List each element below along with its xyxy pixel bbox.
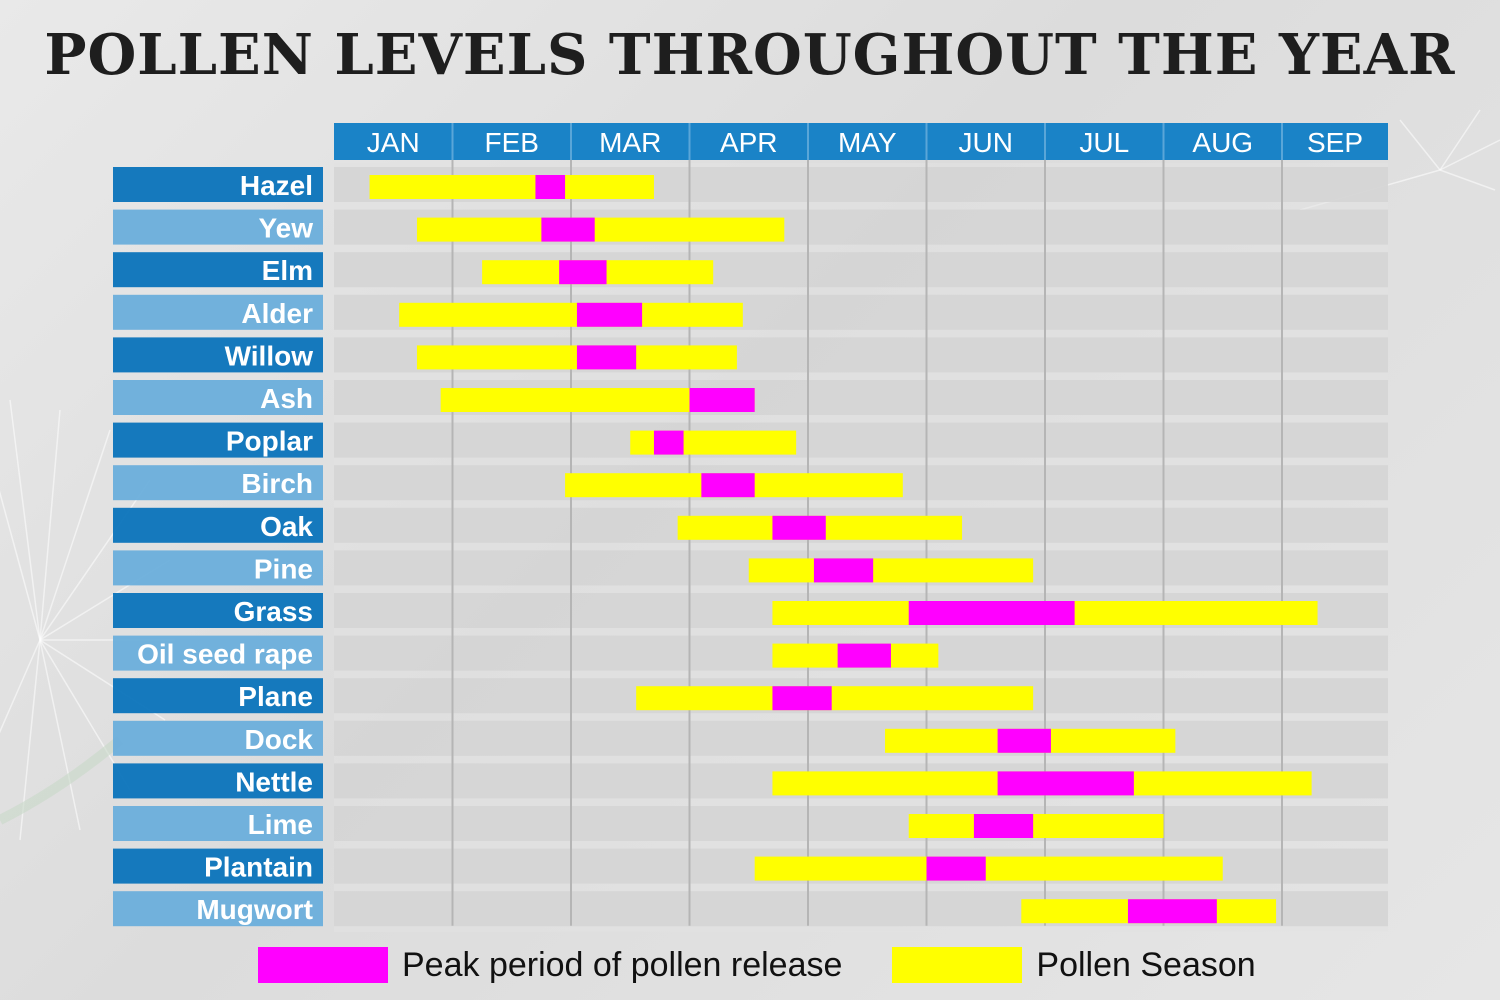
month-label-feb: FEB	[485, 127, 539, 158]
row-label-ash: Ash	[260, 383, 313, 414]
month-label-jun: JUN	[959, 127, 1013, 158]
peak-bar-dock	[997, 728, 1051, 753]
peak-bar-willow	[576, 345, 637, 370]
row-label-pine: Pine	[254, 553, 313, 584]
row-label-bg	[113, 593, 323, 628]
peak-bar-poplar	[653, 430, 684, 455]
row-label-elm: Elm	[262, 255, 313, 286]
row-label-bg	[113, 763, 323, 799]
row-label-bg	[113, 550, 323, 586]
peak-bar-alder	[576, 302, 643, 327]
row-label-willow: Willow	[225, 340, 314, 371]
row-label-bg	[113, 337, 323, 373]
row-label-bg	[113, 294, 323, 330]
peak-bar-plane	[772, 686, 832, 711]
season-bar-lime	[908, 814, 1164, 838]
month-label-jul: JUL	[1079, 127, 1129, 158]
row-band	[334, 720, 1388, 756]
peak-bar-nettle	[997, 771, 1134, 796]
month-header-bar	[334, 123, 1388, 160]
month-label-apr: APR	[720, 127, 778, 158]
row-label-oil-seed-rape: Oil seed rape	[137, 639, 313, 670]
row-label-bg	[113, 891, 323, 927]
row-label-oak: Oak	[260, 511, 313, 542]
row-label-bg	[113, 507, 323, 543]
row-band	[334, 422, 1388, 458]
legend-label-peak: Peak period of pollen release	[402, 945, 843, 984]
peak-bar-lime	[973, 814, 1034, 838]
month-label-mar: MAR	[599, 127, 661, 158]
row-label-bg	[113, 422, 323, 458]
row-label-bg	[113, 465, 323, 501]
row-label-alder: Alder	[241, 298, 313, 329]
peak-bar-birch	[701, 473, 755, 498]
peak-bar-mugwort	[1127, 899, 1217, 924]
peak-bar-pine	[813, 558, 874, 583]
row-label-lime: Lime	[248, 809, 313, 840]
row-label-yew: Yew	[259, 213, 314, 244]
row-label-hazel: Hazel	[240, 170, 313, 201]
plot-area	[334, 163, 1388, 932]
peak-bar-oil-seed-rape	[837, 643, 891, 668]
legend-swatch-peak	[258, 947, 388, 983]
legend-swatch-season	[892, 947, 1023, 983]
peak-bar-plantain	[926, 856, 986, 881]
row-label-poplar: Poplar	[226, 426, 313, 457]
page-title: POLLEN LEVELS THROUGHOUT THE YEAR	[44, 22, 1456, 88]
month-label-aug: AUG	[1192, 127, 1253, 158]
row-label-bg	[113, 635, 323, 671]
row-label-plane: Plane	[238, 681, 313, 712]
peak-bar-elm	[559, 260, 607, 285]
legend: Peak period of pollen release Pollen Sea…	[258, 944, 1256, 986]
peak-bar-ash	[689, 388, 755, 412]
row-label-mugwort: Mugwort	[196, 894, 313, 925]
season-bar-plane	[636, 686, 1034, 711]
legend-label-season: Pollen Season	[1036, 945, 1256, 984]
row-label-bg	[113, 380, 323, 415]
month-label-may: MAY	[838, 127, 897, 158]
peak-bar-oak	[772, 515, 826, 540]
row-label-bg	[113, 209, 323, 245]
legend-item-peak: Peak period of pollen release	[258, 946, 842, 985]
row-band	[334, 806, 1388, 841]
season-bar-hazel	[369, 175, 654, 199]
peak-bar-grass	[908, 601, 1075, 625]
row-label-grass: Grass	[234, 596, 313, 627]
peak-bar-yew	[541, 217, 595, 242]
row-label-birch: Birch	[241, 468, 313, 499]
season-bar-yew	[416, 217, 785, 242]
row-label-dock: Dock	[245, 724, 314, 755]
row-label-bg	[113, 720, 323, 756]
row-label-bg	[113, 167, 323, 202]
legend-item-season: Pollen Season	[892, 945, 1256, 985]
month-label-jan: JAN	[367, 127, 420, 158]
row-label-nettle: Nettle	[235, 766, 313, 797]
peak-bar-hazel	[535, 175, 566, 199]
season-bar-plantain	[754, 856, 1223, 881]
month-label-sep: SEP	[1307, 127, 1363, 158]
row-label-bg	[113, 848, 323, 884]
season-bar-alder	[399, 302, 743, 327]
row-label-bg	[113, 252, 323, 288]
season-bar-pine	[748, 558, 1034, 583]
row-label-bg	[113, 678, 323, 714]
row-label-plantain: Plantain	[204, 852, 313, 883]
row-label-bg	[113, 806, 323, 841]
